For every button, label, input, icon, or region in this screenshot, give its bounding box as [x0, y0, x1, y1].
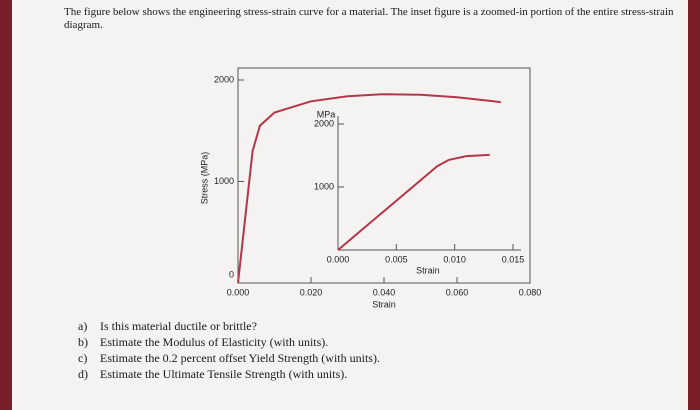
photo-edge	[0, 0, 12, 410]
inset-curve	[337, 153, 490, 251]
x-axis-label: Strain	[372, 299, 396, 309]
y-axis-label: Stress (MPa)	[199, 152, 209, 205]
question-text: Estimate the Modulus of Elasticity (with…	[100, 335, 329, 349]
inset-x-tick-label: 0.000	[327, 254, 350, 264]
question-label: b)	[78, 335, 88, 349]
stress-strain-curve	[237, 93, 501, 284]
question: a) Is this material ductile or brittle?	[78, 318, 380, 334]
inset-y-tick-label: 2000	[314, 118, 334, 128]
y-tick-label: 0	[229, 269, 234, 279]
question: b) Estimate the Modulus of Elasticity (wi…	[78, 334, 380, 350]
x-tick-label: 0.080	[519, 287, 542, 297]
question-label: c)	[78, 351, 88, 365]
inset-x-axis-label: Strain	[416, 265, 440, 275]
inset-x-tick-label: 0.015	[502, 254, 525, 264]
inset-y-tick-label: 1000	[314, 181, 334, 191]
inset-y-unit: MPa	[317, 109, 336, 119]
inset-x-tick-label: 0.010	[443, 254, 466, 264]
x-tick-label: 0.060	[446, 287, 469, 297]
question-list: a) Is this material ductile or brittle? b)…	[78, 318, 380, 382]
question-text: Estimate the Ultimate Tensile Strength (…	[100, 367, 348, 381]
question-label: a)	[78, 319, 88, 333]
photo-edge	[688, 0, 700, 410]
y-tick-label: 1000	[214, 176, 234, 186]
x-tick-label: 0.020	[300, 287, 323, 297]
question-label: d)	[78, 367, 88, 381]
intro-text: The figure below shows the engineering s…	[64, 6, 674, 31]
x-tick-label: 0.000	[227, 287, 250, 297]
x-tick-label: 0.040	[373, 287, 396, 297]
y-tick-label: 2000	[214, 74, 234, 84]
question: d) Estimate the Ultimate Tensile Strength…	[78, 366, 380, 382]
question: c) Estimate the 0.2 percent offset Yield …	[78, 350, 380, 366]
question-text: Estimate the 0.2 percent offset Yield St…	[100, 351, 380, 365]
question-text: Is this material ductile or brittle?	[100, 319, 257, 333]
inset-x-tick-label: 0.005	[385, 254, 408, 264]
